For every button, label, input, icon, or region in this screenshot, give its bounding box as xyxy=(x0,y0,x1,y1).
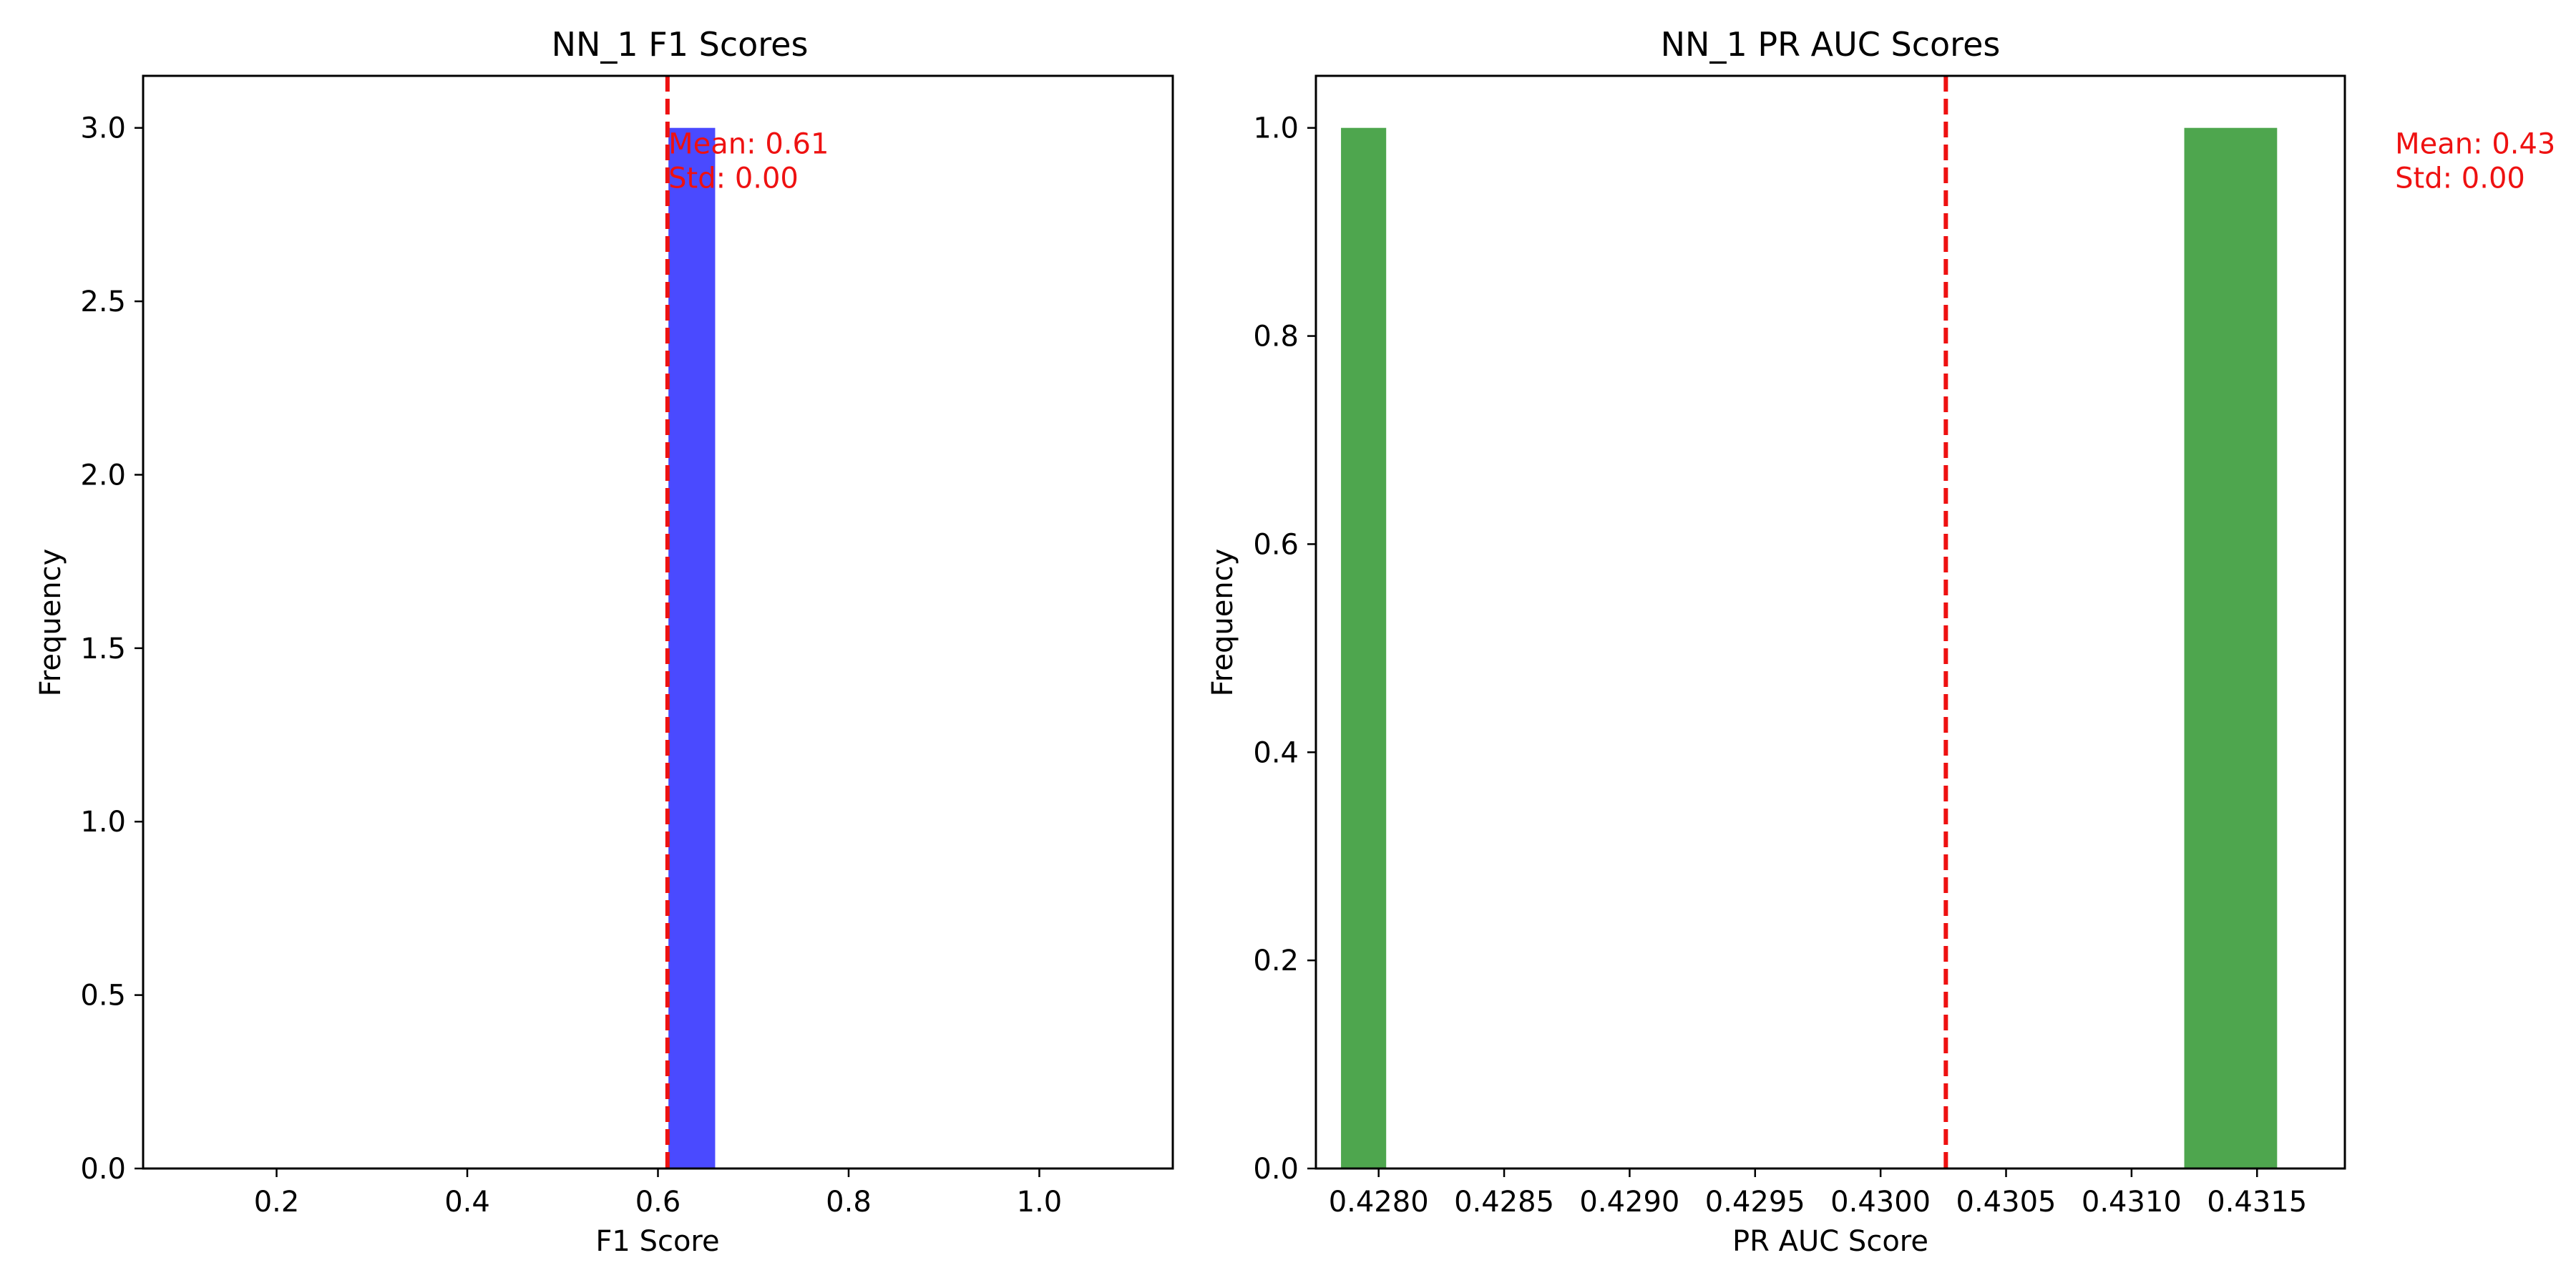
histogram-bar-1 xyxy=(2184,127,2278,1169)
x-axis-ticks: 0.2 0.4 0.6 0.8 1.0 xyxy=(254,1169,1063,1219)
bars xyxy=(668,127,716,1169)
y-tick-label: 0.5 xyxy=(80,980,126,1013)
x-tick-label: 0.4310 xyxy=(2082,1186,2182,1219)
x-tick-label: 0.4295 xyxy=(1705,1186,1805,1219)
x-tick-label: 0.4305 xyxy=(1956,1186,2057,1219)
y-axis-label: Frequency xyxy=(34,549,67,697)
y-tick-label: 0.4 xyxy=(1253,736,1299,769)
std-annotation: Std: 0.00 xyxy=(668,162,799,195)
y-tick-label: 1.0 xyxy=(80,806,126,839)
chart-title: NN_1 PR AUC Scores xyxy=(1661,25,2001,64)
x-tick-label: 0.4280 xyxy=(1329,1186,1429,1219)
y-tick-label: 0.0 xyxy=(80,1153,126,1186)
y-tick-label: 3.0 xyxy=(80,112,126,145)
x-tick-label: 0.4285 xyxy=(1454,1186,1554,1219)
x-tick-label: 0.4315 xyxy=(2207,1186,2307,1219)
x-tick-label: 0.4 xyxy=(444,1186,490,1219)
y-axis-ticks: 0.0 0.5 1.0 1.5 2.0 2.5 3.0 xyxy=(80,112,143,1186)
y-axis-label: Frequency xyxy=(1206,549,1239,697)
y-tick-label: 2.0 xyxy=(80,459,126,492)
y-axis-ticks: 0.0 0.2 0.4 0.6 0.8 1.0 xyxy=(1253,112,1316,1186)
y-tick-label: 1.0 xyxy=(1253,112,1299,145)
std-annotation: Std: 0.00 xyxy=(2395,162,2525,195)
x-tick-label: 0.8 xyxy=(826,1186,872,1219)
x-axis-ticks: 0.4280 0.4285 0.4290 0.4295 0.4300 0.4305 0.43… xyxy=(1329,1169,2307,1219)
x-tick-label: 0.2 xyxy=(254,1186,300,1219)
x-tick-label: 0.4300 xyxy=(1830,1186,1931,1219)
x-axis-label: PR AUC Score xyxy=(1732,1225,1928,1258)
chart-title: NN_1 F1 Scores xyxy=(552,25,809,64)
y-tick-label: 0.2 xyxy=(1253,945,1299,977)
y-tick-label: 2.5 xyxy=(80,286,126,318)
plot-frame xyxy=(1314,74,2346,1170)
y-tick-label: 0.8 xyxy=(1253,321,1299,353)
histogram-bar-0 xyxy=(1341,127,1387,1169)
y-tick-label: 1.5 xyxy=(80,633,126,665)
x-tick-label: 0.6 xyxy=(635,1186,681,1219)
mean-annotation: Mean: 0.61 xyxy=(668,128,829,161)
histogram-bar-0 xyxy=(668,127,716,1169)
y-tick-label: 0.6 xyxy=(1253,528,1299,561)
mean-annotation: Mean: 0.43 xyxy=(2395,128,2555,161)
x-tick-label: 0.4290 xyxy=(1579,1186,1679,1219)
x-tick-label: 1.0 xyxy=(1017,1186,1063,1219)
bars xyxy=(1341,127,2278,1169)
x-axis-label: F1 Score xyxy=(595,1225,719,1258)
y-tick-label: 0.0 xyxy=(1253,1153,1299,1186)
